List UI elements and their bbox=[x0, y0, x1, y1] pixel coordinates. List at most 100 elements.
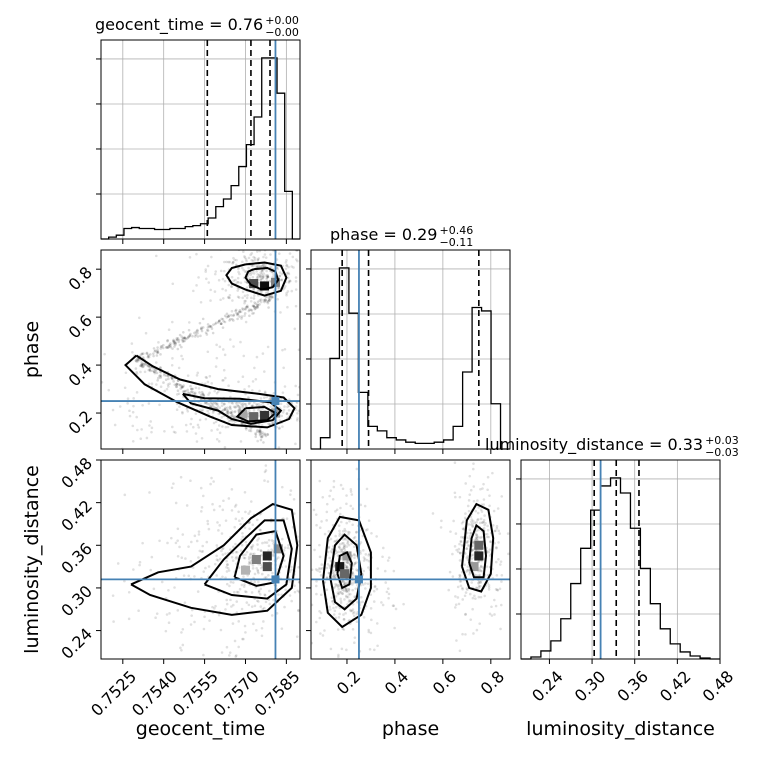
scatter-point bbox=[269, 297, 272, 301]
scatter-point bbox=[209, 405, 212, 408]
scatter-point bbox=[263, 593, 267, 597]
scatter-point bbox=[164, 629, 168, 633]
scatter-point bbox=[461, 520, 465, 523]
scatter-point bbox=[302, 601, 305, 604]
scatter-point bbox=[452, 519, 455, 523]
scatter-point bbox=[241, 296, 244, 300]
scatter-point bbox=[215, 574, 218, 577]
scatter-point bbox=[181, 385, 185, 389]
scatter-point bbox=[182, 574, 186, 577]
scatter-point bbox=[251, 259, 255, 263]
scatter-point bbox=[152, 354, 155, 358]
scatter-point bbox=[179, 646, 182, 650]
scatter-point bbox=[293, 590, 297, 594]
scatter-point bbox=[263, 390, 267, 394]
scatter-point bbox=[174, 341, 177, 345]
scatter-point bbox=[243, 294, 247, 298]
scatter-point bbox=[172, 338, 175, 342]
scatter-point bbox=[245, 590, 248, 594]
scatter-point bbox=[479, 536, 482, 540]
scatter-point bbox=[204, 268, 208, 271]
scatter-point bbox=[329, 647, 333, 651]
scatter-point bbox=[338, 612, 341, 616]
scatter-point bbox=[256, 428, 259, 432]
scatter-point bbox=[209, 299, 212, 302]
scatter-point bbox=[281, 348, 284, 352]
scatter-point bbox=[283, 605, 286, 609]
scatter-point bbox=[453, 545, 457, 548]
scatter-point bbox=[266, 274, 269, 277]
scatter-point bbox=[200, 390, 204, 394]
scatter-point bbox=[472, 548, 475, 551]
scatter-point bbox=[256, 599, 259, 603]
scatter-point bbox=[325, 519, 328, 522]
scatter-point bbox=[200, 327, 203, 331]
scatter-point bbox=[137, 358, 140, 362]
scatter-point bbox=[280, 278, 283, 282]
scatter-point bbox=[259, 549, 263, 553]
scatter-point bbox=[236, 276, 240, 280]
scatter-point bbox=[351, 612, 355, 615]
scatter-point bbox=[247, 309, 251, 313]
scatter-point bbox=[468, 572, 471, 576]
scatter-point bbox=[174, 341, 177, 345]
scatter-point bbox=[262, 275, 265, 278]
scatter-point bbox=[344, 529, 347, 533]
scatter-point bbox=[285, 517, 289, 520]
scatter-point bbox=[224, 608, 227, 611]
scatter-point bbox=[139, 370, 142, 374]
scatter-point bbox=[189, 560, 193, 563]
scatter-point bbox=[165, 387, 169, 391]
scatter-point bbox=[370, 618, 373, 622]
scatter-point bbox=[376, 644, 379, 648]
scatter-point bbox=[338, 547, 342, 550]
scatter-point bbox=[314, 620, 318, 624]
scatter-point bbox=[466, 568, 470, 572]
scatter-point bbox=[330, 547, 334, 551]
scatter-point bbox=[458, 574, 462, 578]
scatter-point bbox=[189, 390, 193, 394]
scatter-point bbox=[284, 261, 288, 264]
scatter-point bbox=[271, 275, 275, 279]
scatter-point bbox=[468, 592, 472, 596]
scatter-point bbox=[342, 581, 346, 584]
scatter-point bbox=[223, 445, 227, 449]
scatter-point bbox=[245, 259, 248, 263]
scatter-point bbox=[156, 346, 159, 349]
scatter-point bbox=[463, 563, 467, 567]
scatter-point bbox=[223, 408, 227, 411]
scatter-point bbox=[259, 271, 263, 274]
scatter-point bbox=[259, 300, 263, 304]
scatter-point bbox=[301, 507, 304, 510]
scatter-point bbox=[336, 399, 339, 402]
scatter-point bbox=[233, 590, 236, 594]
scatter-point bbox=[387, 498, 390, 501]
scatter-point bbox=[322, 374, 325, 377]
scatter-point bbox=[217, 440, 221, 443]
scatter-point bbox=[251, 304, 255, 308]
scatter-point bbox=[327, 571, 331, 575]
scatter-point bbox=[155, 612, 159, 615]
scatter-point bbox=[211, 404, 215, 408]
scatter-point bbox=[454, 365, 457, 368]
scatter-point bbox=[334, 575, 338, 578]
scatter-point bbox=[214, 401, 218, 405]
scatter-point bbox=[250, 309, 254, 312]
scatter-point bbox=[263, 370, 266, 373]
scatter-point bbox=[207, 565, 211, 568]
scatter-point bbox=[258, 430, 261, 434]
scatter-point bbox=[255, 264, 258, 268]
scatter-point bbox=[179, 384, 182, 387]
scatter-point bbox=[380, 601, 383, 604]
scatter-point bbox=[258, 299, 262, 302]
scatter-point bbox=[473, 521, 477, 525]
scatter-point bbox=[471, 522, 474, 526]
scatter-point bbox=[465, 536, 469, 539]
scatter-point bbox=[263, 299, 267, 302]
scatter-point bbox=[123, 579, 126, 583]
scatter-point bbox=[474, 537, 478, 540]
scatter-point bbox=[483, 594, 487, 598]
scatter-point bbox=[249, 552, 253, 556]
scatter-point bbox=[429, 590, 432, 593]
